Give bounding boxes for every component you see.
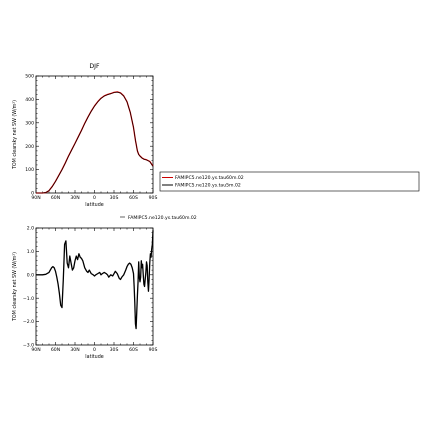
legend-label: FAMIPC5.ne120.ys.tau60m.02 [128,215,197,221]
y-tick-label: 400 [25,97,34,103]
series-line-2 [36,91,154,194]
chart-title: DJF [89,63,100,70]
y-tick-label: 0 [31,191,34,197]
x-tick-label: 90S [149,347,158,353]
series-line-1 [36,230,154,330]
x-tick-label: 60N [51,195,60,201]
x-tick-label: 30N [70,347,79,353]
y-tick-label: −1.0 [23,296,34,302]
legend: FAMIPC5.ne120.ys.tau60m.02 FAMIPC5.ne120.… [159,171,420,192]
x-tick-label: 60N [51,347,60,353]
y-tick-label: 1.0 [27,249,34,255]
y-axis-label: TOM clearsky net SW (W/m²) [12,252,18,322]
y-tick-label: 2.0 [27,226,34,232]
x-tick-label: 60S [129,195,138,201]
chart-panel-bottom: 90N 60N 30N 0 30S 60S 90S −3.0 −2.0 −1.0 0.0 1.0 2.0… [12,215,197,360]
legend: FAMIPC5.ne120.ys.tau60m.02 [120,215,197,221]
x-tick-label: 30S [110,195,119,201]
legend-label: FAMIPC5.ne120.ys.tau60m.02 [175,175,244,181]
x-axis-label: latitude [85,202,103,208]
series-line-1 [36,91,154,194]
chart-panel-top: 90N 60N 30N 0 30S 60S 90S 0 100 200 300 400 500 latit… [12,63,420,208]
legend-label: FAMIPC5.ne120.ys.tau5m.02 [175,183,241,189]
x-tick-label: 90N [31,347,40,353]
plot-frame [35,75,154,194]
y-tick-label: 100 [25,167,34,173]
x-axis-label: latitude [85,354,103,360]
y-tick-label: 200 [25,144,34,150]
y-tick-label: 0.0 [27,272,34,278]
x-tick-label: 0 [93,195,96,201]
y-axis-label: TOM clearsky net SW (W/m²) [12,100,18,170]
x-tick-label: 0 [93,347,96,353]
y-tick-label: 300 [25,120,34,126]
x-tick-label: 30N [70,195,79,201]
x-tick-label: 90S [149,195,158,201]
x-tick-label: 30S [110,347,119,353]
legend-box [159,171,420,192]
x-tick-label: 60S [129,347,138,353]
x-tick-label: 90N [31,195,40,201]
y-tick-label: −3.0 [23,343,34,349]
y-tick-label: −2.0 [23,319,34,325]
y-tick-label: 500 [25,74,34,80]
